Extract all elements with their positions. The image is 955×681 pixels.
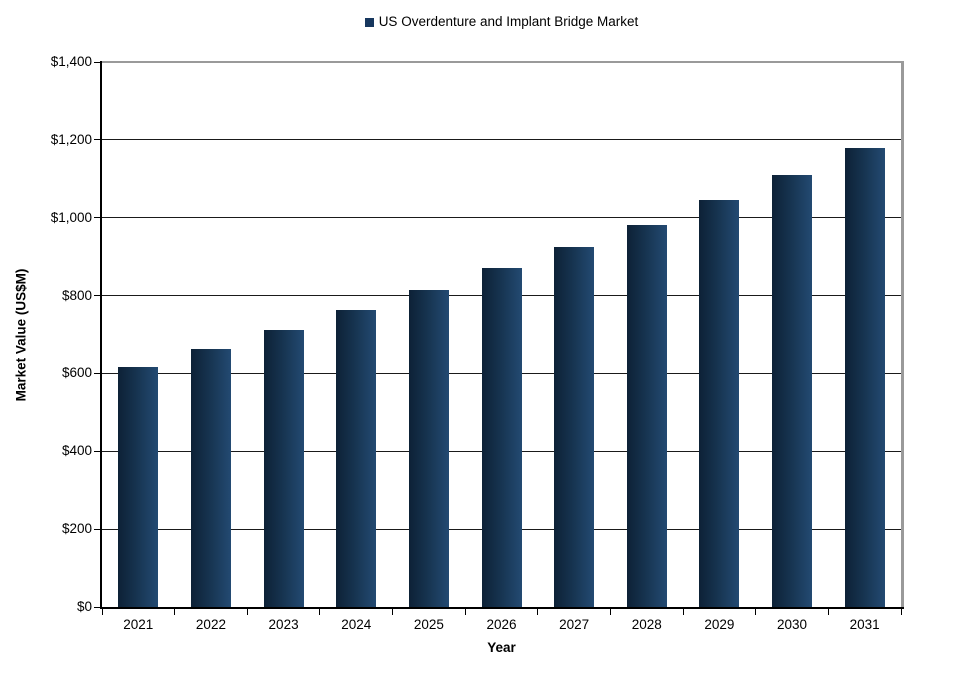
y-tick-label: $0 <box>76 599 92 614</box>
y-axis-line <box>100 61 102 609</box>
bar-2027 <box>554 246 595 607</box>
x-tick-label: 2021 <box>123 617 154 632</box>
x-tick-label: 2026 <box>486 617 517 632</box>
y-tick-mark <box>94 606 102 608</box>
plot-border-right <box>901 61 904 609</box>
x-tick-mark <box>392 607 394 615</box>
y-tick-label: $1,000 <box>50 209 92 225</box>
y-tick-label: $400 <box>61 443 92 459</box>
y-tick-label: $1,400 <box>50 54 92 69</box>
legend-marker-icon <box>364 17 374 27</box>
x-tick-label: 2022 <box>195 617 226 632</box>
y-tick-mark <box>94 450 102 452</box>
x-axis-line <box>100 607 904 609</box>
y-tick-mark <box>94 295 102 297</box>
bar-2023 <box>263 329 304 607</box>
x-tick-label: 2023 <box>268 617 299 632</box>
x-tick-mark <box>609 607 611 615</box>
bar-2024 <box>336 309 377 607</box>
bar-2029 <box>699 199 740 607</box>
x-axis-title: Year <box>487 640 516 655</box>
x-tick-label: 2027 <box>559 617 590 632</box>
x-tick-mark <box>755 607 757 615</box>
x-tick-mark <box>900 607 902 615</box>
x-tick-label: 2029 <box>704 617 735 632</box>
bar-2031 <box>844 148 885 607</box>
y-gridline <box>102 217 901 219</box>
bar-2025 <box>408 290 449 607</box>
x-tick-mark <box>827 607 829 615</box>
y-tick-mark <box>94 139 102 141</box>
y-gridline <box>102 139 901 141</box>
y-tick-mark <box>94 372 102 374</box>
x-tick-mark <box>319 607 321 615</box>
x-tick-mark <box>537 607 539 615</box>
y-tick-mark <box>94 217 102 219</box>
y-tick-mark <box>94 61 102 63</box>
bar-2030 <box>772 174 813 607</box>
y-tick-label: $200 <box>61 521 92 537</box>
x-tick-mark <box>682 607 684 615</box>
x-tick-label: 2025 <box>413 617 444 632</box>
x-tick-label: 2031 <box>849 617 880 632</box>
y-tick-label: $800 <box>61 287 92 303</box>
bar-2021 <box>118 367 159 607</box>
bar-2026 <box>481 267 522 607</box>
legend: US Overdenture and Implant Bridge Market <box>102 12 901 32</box>
x-tick-label: 2024 <box>341 617 372 632</box>
x-tick-mark <box>101 607 103 615</box>
x-tick-label: 2030 <box>777 617 808 632</box>
y-tick-mark <box>94 528 102 530</box>
y-tick-label: $600 <box>61 365 92 381</box>
x-tick-mark <box>174 607 176 615</box>
legend-series-label: US Overdenture and Implant Bridge Market <box>378 14 639 29</box>
x-tick-mark <box>464 607 466 615</box>
plot-border-top <box>102 61 904 63</box>
bar-2028 <box>626 224 667 607</box>
x-tick-mark <box>246 607 248 615</box>
x-tick-label: 2028 <box>631 617 662 632</box>
bar-2022 <box>190 348 231 607</box>
y-tick-label: $1,200 <box>50 131 92 147</box>
